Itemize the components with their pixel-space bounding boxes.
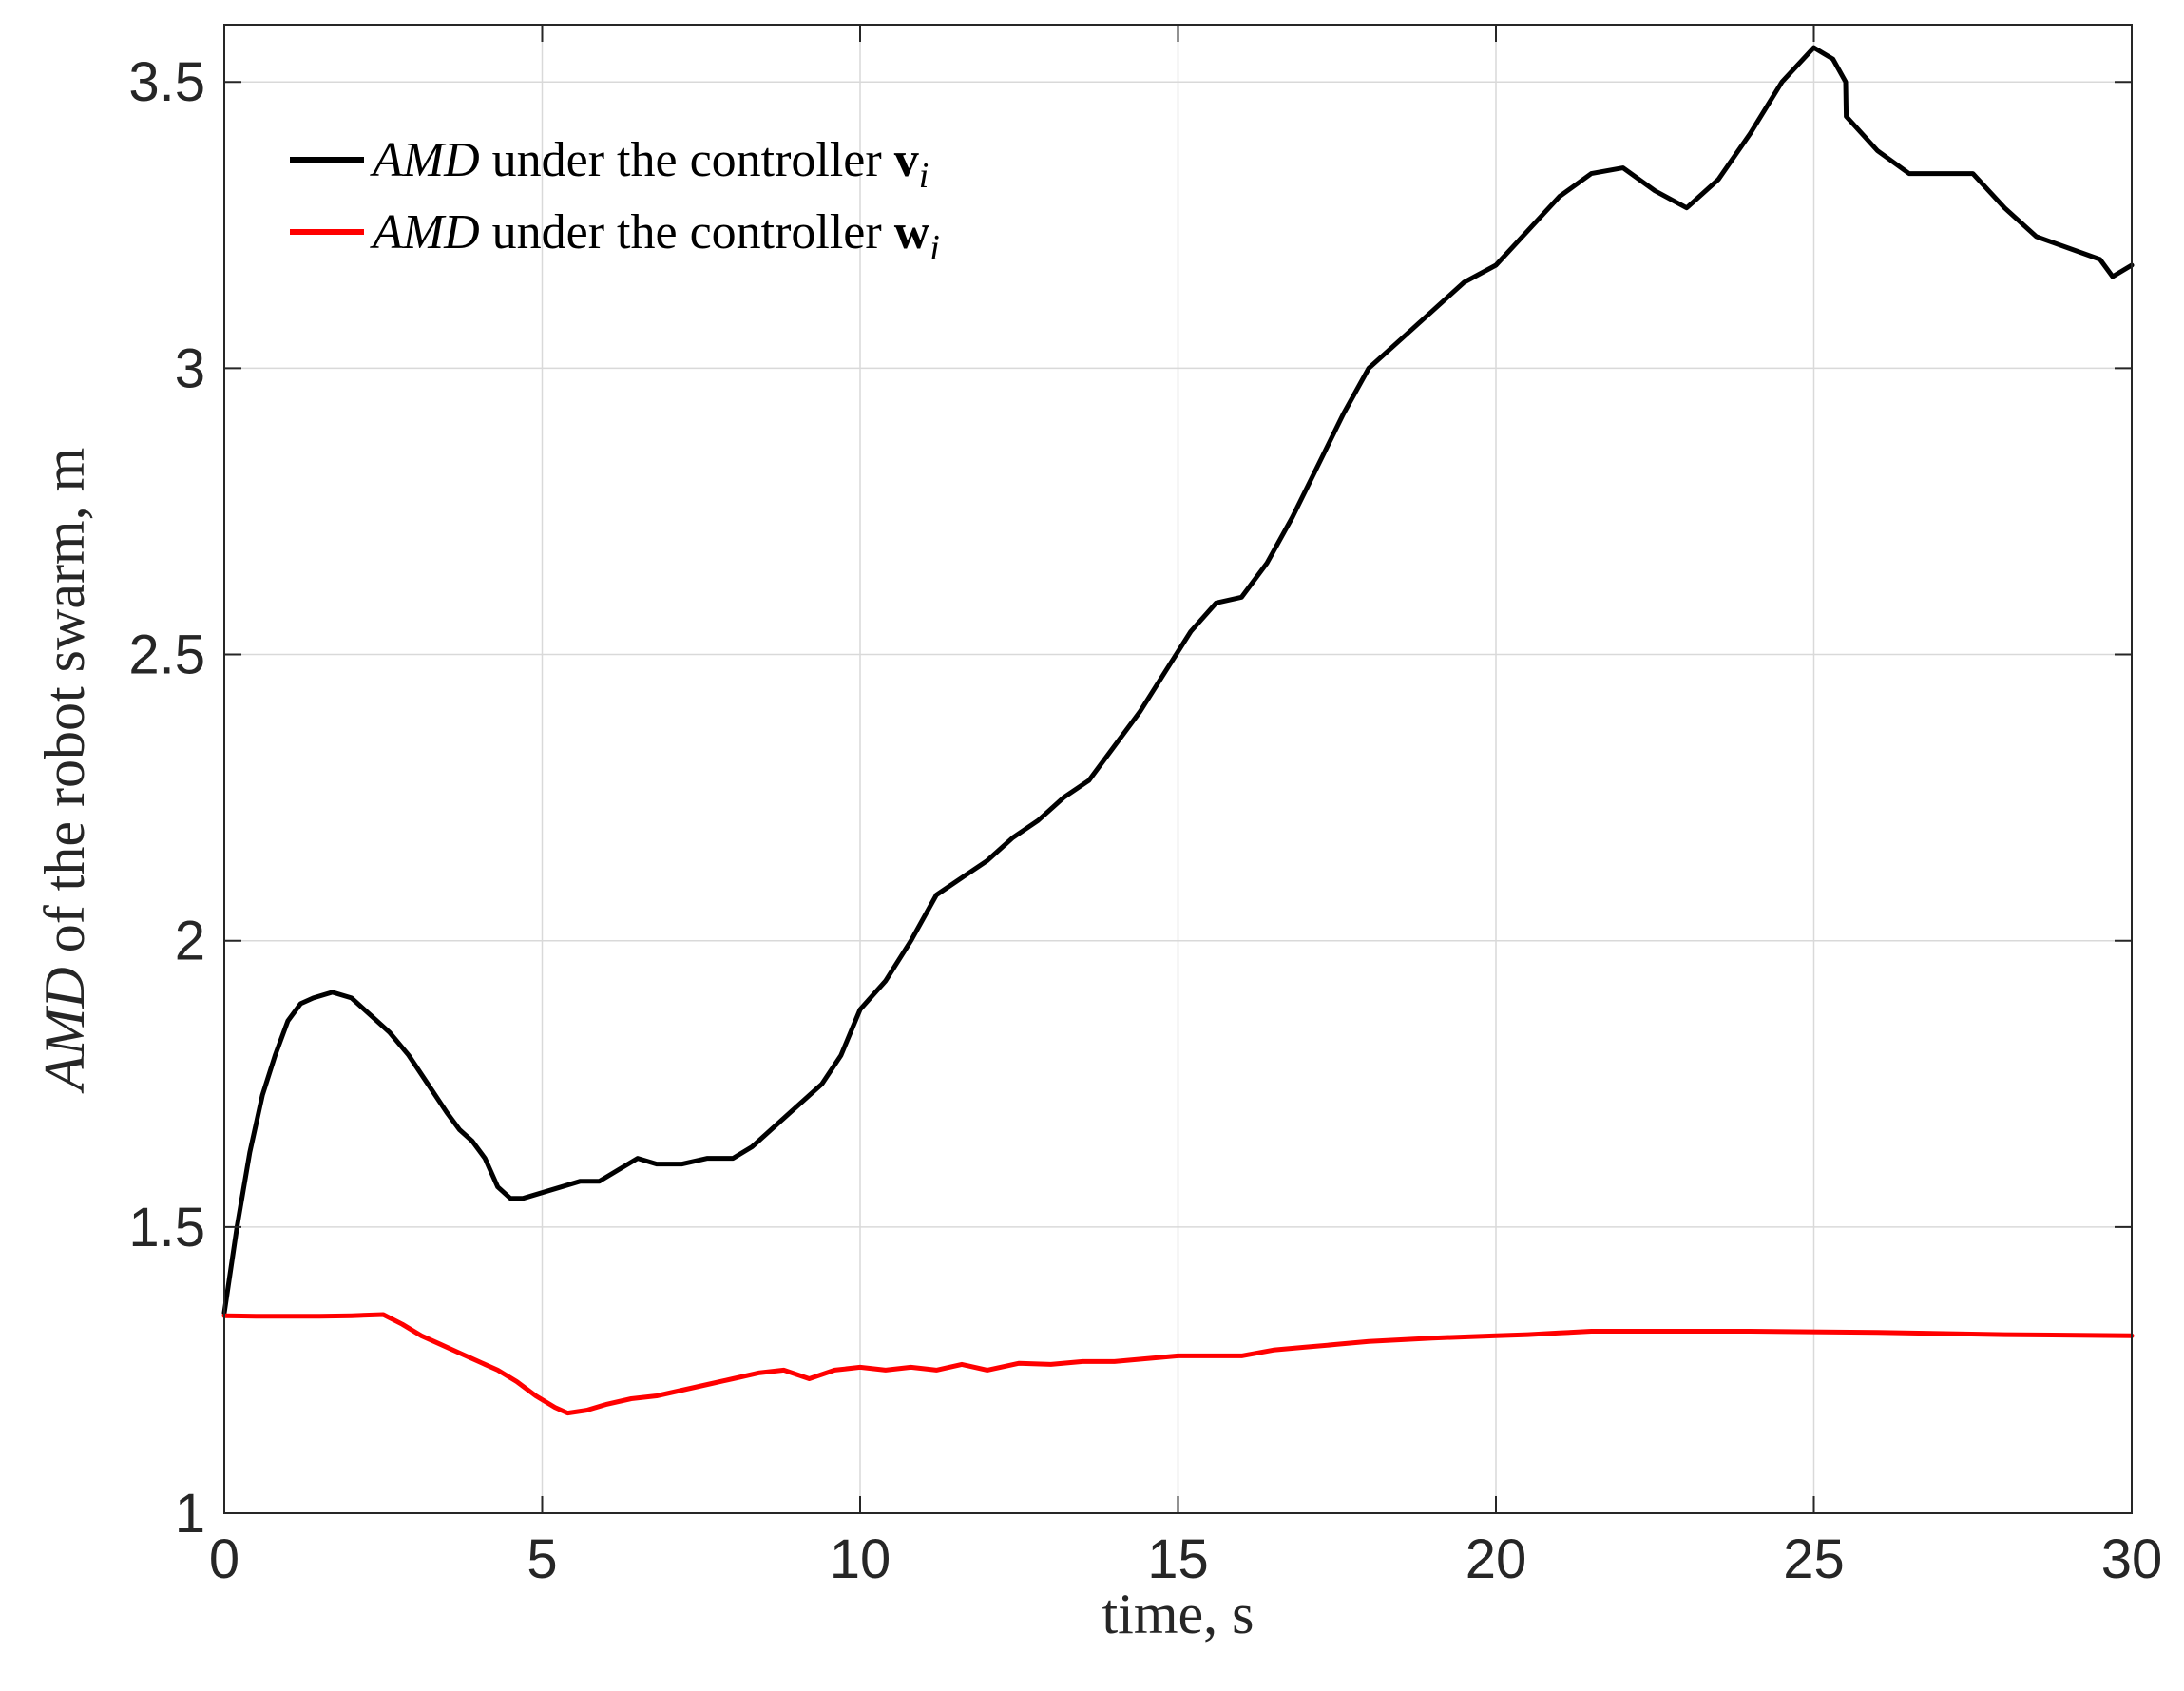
y-axis-label-italic: AMD <box>33 967 96 1094</box>
legend-label-v-bold: v <box>894 133 919 187</box>
x-axis-label: time, s <box>1102 1583 1255 1645</box>
x-tick-label: 25 <box>1783 1528 1845 1590</box>
legend-label-v: AMD under the controller vi <box>370 133 929 196</box>
y-tick-label: 1 <box>175 1483 205 1545</box>
x-tick-label: 15 <box>1147 1528 1209 1590</box>
series-line-w <box>221 1312 2135 1416</box>
x-tick-label: 30 <box>2101 1528 2163 1590</box>
x-tick-label: 20 <box>1466 1528 1527 1590</box>
grid-lines <box>223 25 2133 1514</box>
y-axis-label-rest: of the robot swarm, m <box>33 448 96 968</box>
legend-label-w: AMD under the controller wi <box>370 205 940 268</box>
plot-series <box>221 45 2135 1416</box>
y-tick-label: 3 <box>175 337 205 399</box>
legend-label-w-italic: AMD <box>370 205 480 259</box>
series-line-v <box>221 45 2135 1316</box>
legend-entry-v: AMD under the controller vi <box>290 133 929 196</box>
legend-label-w-bold: w <box>894 205 930 259</box>
y-tick-label: 2 <box>175 911 205 972</box>
legend-label-v-middle: under the controller <box>480 133 894 187</box>
legend-entry-w: AMD under the controller wi <box>290 205 940 268</box>
axis-ticks <box>223 25 2133 1514</box>
y-tick-label: 3.5 <box>128 51 205 113</box>
legend-label-v-italic: AMD <box>370 133 480 187</box>
legend-label-v-sub: i <box>919 156 929 196</box>
x-tick-label: 5 <box>527 1528 557 1590</box>
y-tick-label: 1.5 <box>128 1197 205 1259</box>
legend-label-w-middle: under the controller <box>480 205 894 259</box>
legend: AMD under the controller vi AMD under th… <box>290 133 940 268</box>
legend-label-w-sub: i <box>929 228 940 268</box>
tick-labels: 0 5 10 15 20 25 30 1 1.5 2 2.5 3 3.5 <box>128 51 2162 1590</box>
x-tick-label: 10 <box>830 1528 891 1590</box>
y-tick-label: 2.5 <box>128 625 205 686</box>
y-axis-label: AMD of the robot swarm, m <box>33 448 96 1095</box>
x-tick-label: 0 <box>209 1528 239 1590</box>
